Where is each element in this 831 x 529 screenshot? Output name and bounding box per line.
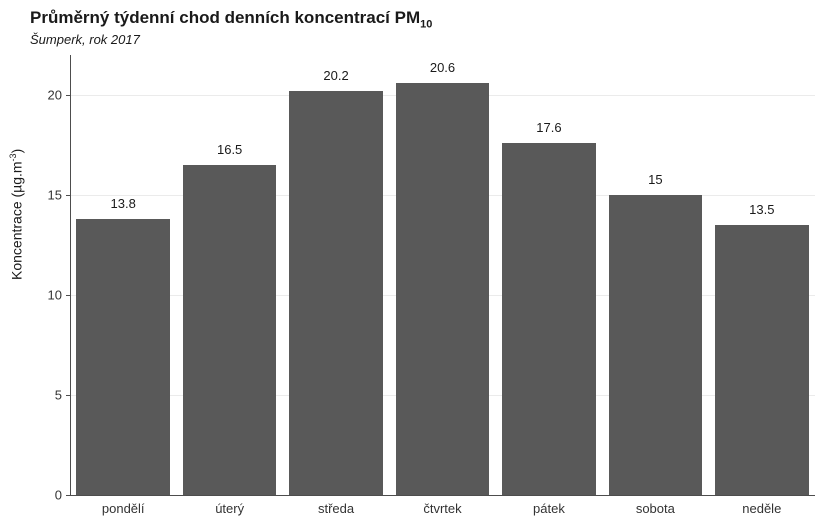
y-axis-label: Koncentrace (µg.m-3): [8, 149, 25, 280]
y-tick-label: 15: [48, 188, 62, 203]
y-axis-label-suffix: ): [9, 149, 25, 154]
y-tick-label: 10: [48, 288, 62, 303]
plot-area: 13.816.520.220.617.61513.5 pondělíúterýs…: [70, 55, 815, 495]
bar-value-label: 17.6: [536, 120, 561, 135]
x-tick-label: neděle: [742, 501, 781, 516]
chart-title-text: Průměrný týdenní chod denních koncentrac…: [30, 8, 420, 27]
chart-title-sub: 10: [420, 18, 432, 30]
bar: [289, 91, 383, 495]
chart-subtitle: Šumperk, rok 2017: [30, 32, 140, 47]
y-axis-label-sup: -3: [8, 153, 18, 161]
y-tick-label: 0: [55, 488, 62, 503]
bar-value-label: 13.5: [749, 202, 774, 217]
bar: [502, 143, 596, 495]
x-tick-label: čtvrtek: [423, 501, 461, 516]
chart-container: Průměrný týdenní chod denních koncentrac…: [0, 0, 831, 529]
bar-value-label: 15: [648, 172, 662, 187]
y-tick-label: 20: [48, 88, 62, 103]
y-tick-label: 5: [55, 388, 62, 403]
bar-value-label: 20.6: [430, 60, 455, 75]
bar: [609, 195, 703, 495]
bar: [715, 225, 809, 495]
x-tick-label: sobota: [636, 501, 675, 516]
x-axis-line: [70, 495, 815, 497]
bar-value-label: 13.8: [111, 196, 136, 211]
bar-value-label: 20.2: [323, 68, 348, 83]
y-axis-line: [70, 55, 72, 495]
x-tick-label: úterý: [215, 501, 244, 516]
bar: [183, 165, 277, 495]
bar: [396, 83, 490, 495]
x-tick-label: pondělí: [102, 501, 145, 516]
chart-title: Průměrný týdenní chod denních koncentrac…: [30, 8, 432, 30]
y-axis-label-prefix: Koncentrace (µg.m: [9, 161, 25, 280]
bar-value-label: 16.5: [217, 142, 242, 157]
x-tick-label: středa: [318, 501, 354, 516]
x-tick-label: pátek: [533, 501, 565, 516]
bar: [76, 219, 170, 495]
